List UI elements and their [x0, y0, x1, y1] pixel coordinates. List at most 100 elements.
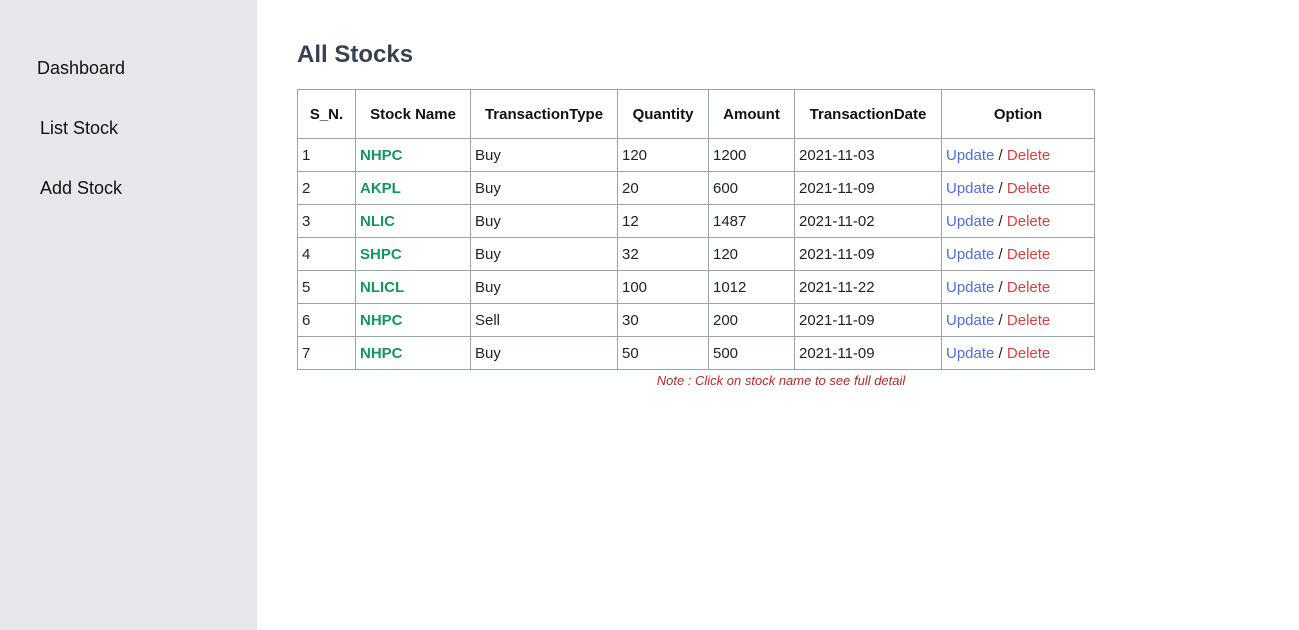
cell-option: Update / Delete — [941, 303, 1095, 337]
sidebar-item-dashboard[interactable]: Dashboard — [37, 58, 126, 78]
table-row: 4 SHPC Buy 32 120 2021-11-09 Update / De… — [297, 237, 1095, 271]
update-link[interactable]: Update — [946, 344, 995, 362]
option-separator: / — [998, 245, 1003, 263]
stock-name-link[interactable]: NHPC — [360, 344, 403, 362]
update-link[interactable]: Update — [946, 245, 995, 263]
update-link[interactable]: Update — [946, 311, 995, 329]
sidebar-item-list-stock[interactable]: List Stock — [40, 118, 119, 138]
sidebar-item-add-stock[interactable]: Add Stock — [40, 178, 123, 198]
stock-name-link[interactable]: SHPC — [360, 245, 402, 263]
cell-transaction-date: 2021-11-02 — [794, 204, 942, 238]
cell-stock-name: NLIC — [355, 204, 471, 238]
cell-amount: 1487 — [708, 204, 795, 238]
option-separator: / — [998, 311, 1003, 329]
cell-transaction-type: Buy — [470, 138, 618, 172]
cell-amount: 120 — [708, 237, 795, 271]
cell-transaction-date: 2021-11-03 — [794, 138, 942, 172]
cell-stock-name: NHPC — [355, 336, 471, 370]
delete-link[interactable]: Delete — [1006, 344, 1051, 362]
main-content: All Stocks S_N. Stock Name TransactionTy… — [257, 0, 1299, 630]
table-row: 3 NLIC Buy 12 1487 2021-11-02 Update / D… — [297, 204, 1095, 238]
update-link[interactable]: Update — [946, 278, 995, 296]
table-row: 7 NHPC Buy 50 500 2021-11-09 Update / De… — [297, 336, 1095, 370]
option-separator: / — [998, 146, 1003, 164]
cell-amount: 200 — [708, 303, 795, 337]
cell-transaction-type: Buy — [470, 171, 618, 205]
page-title: All Stocks — [297, 41, 414, 68]
table-row: 5 NLICL Buy 100 1012 2021-11-22 Update /… — [297, 270, 1095, 304]
stocks-table-wrap: S_N. Stock Name TransactionType Quantity… — [297, 89, 1095, 388]
stock-name-link[interactable]: NHPC — [360, 146, 403, 164]
delete-link[interactable]: Delete — [1006, 278, 1051, 296]
stock-name-link[interactable]: NLIC — [360, 212, 395, 230]
header-sn: S_N. — [297, 89, 356, 139]
header-transaction-type: TransactionType — [470, 89, 618, 139]
cell-quantity: 50 — [617, 336, 709, 370]
option-separator: / — [998, 212, 1003, 230]
table-row: 1 NHPC Buy 120 1200 2021-11-03 Update / … — [297, 138, 1095, 172]
header-transaction-date: TransactionDate — [794, 89, 942, 139]
update-link[interactable]: Update — [946, 212, 995, 230]
cell-sn: 6 — [297, 303, 356, 337]
cell-amount: 600 — [708, 171, 795, 205]
cell-sn: 1 — [297, 138, 356, 172]
cell-transaction-type: Buy — [470, 270, 618, 304]
cell-transaction-date: 2021-11-09 — [794, 171, 942, 205]
header-option: Option — [941, 89, 1095, 139]
cell-transaction-date: 2021-11-22 — [794, 270, 942, 304]
cell-stock-name: NLICL — [355, 270, 471, 304]
cell-sn: 2 — [297, 171, 356, 205]
sidebar: Dashboard List Stock Add Stock — [0, 0, 257, 630]
cell-quantity: 20 — [617, 171, 709, 205]
stocks-table: S_N. Stock Name TransactionType Quantity… — [297, 89, 1095, 370]
option-separator: / — [998, 278, 1003, 296]
cell-amount: 1012 — [708, 270, 795, 304]
delete-link[interactable]: Delete — [1006, 245, 1051, 263]
cell-transaction-type: Sell — [470, 303, 618, 337]
cell-stock-name: NHPC — [355, 138, 471, 172]
cell-quantity: 12 — [617, 204, 709, 238]
table-header-row: S_N. Stock Name TransactionType Quantity… — [297, 89, 1095, 139]
header-stock-name: Stock Name — [355, 89, 471, 139]
cell-option: Update / Delete — [941, 270, 1095, 304]
cell-stock-name: NHPC — [355, 303, 471, 337]
update-link[interactable]: Update — [946, 146, 995, 164]
stock-name-link[interactable]: NLICL — [360, 278, 405, 296]
cell-stock-name: AKPL — [355, 171, 471, 205]
cell-quantity: 30 — [617, 303, 709, 337]
update-link[interactable]: Update — [946, 179, 995, 197]
option-separator: / — [998, 179, 1003, 197]
table-row: 6 NHPC Sell 30 200 2021-11-09 Update / D… — [297, 303, 1095, 337]
cell-transaction-date: 2021-11-09 — [794, 303, 942, 337]
cell-sn: 3 — [297, 204, 356, 238]
cell-option: Update / Delete — [941, 138, 1095, 172]
cell-amount: 1200 — [708, 138, 795, 172]
delete-link[interactable]: Delete — [1006, 311, 1051, 329]
cell-option: Update / Delete — [941, 237, 1095, 271]
delete-link[interactable]: Delete — [1006, 146, 1051, 164]
table-row: 2 AKPL Buy 20 600 2021-11-09 Update / De… — [297, 171, 1095, 205]
cell-quantity: 120 — [617, 138, 709, 172]
cell-transaction-type: Buy — [470, 204, 618, 238]
cell-option: Update / Delete — [941, 336, 1095, 370]
cell-quantity: 100 — [617, 270, 709, 304]
delete-link[interactable]: Delete — [1006, 179, 1051, 197]
stock-name-link[interactable]: AKPL — [360, 179, 401, 197]
header-amount: Amount — [708, 89, 795, 139]
cell-transaction-type: Buy — [470, 336, 618, 370]
cell-quantity: 32 — [617, 237, 709, 271]
header-quantity: Quantity — [617, 89, 709, 139]
cell-transaction-type: Buy — [470, 237, 618, 271]
cell-transaction-date: 2021-11-09 — [794, 237, 942, 271]
stock-name-link[interactable]: NHPC — [360, 311, 403, 329]
cell-option: Update / Delete — [941, 204, 1095, 238]
cell-sn: 7 — [297, 336, 356, 370]
table-note: Note : Click on stock name to see full d… — [656, 373, 906, 388]
delete-link[interactable]: Delete — [1006, 212, 1051, 230]
cell-option: Update / Delete — [941, 171, 1095, 205]
cell-stock-name: SHPC — [355, 237, 471, 271]
cell-sn: 4 — [297, 237, 356, 271]
cell-transaction-date: 2021-11-09 — [794, 336, 942, 370]
cell-sn: 5 — [297, 270, 356, 304]
